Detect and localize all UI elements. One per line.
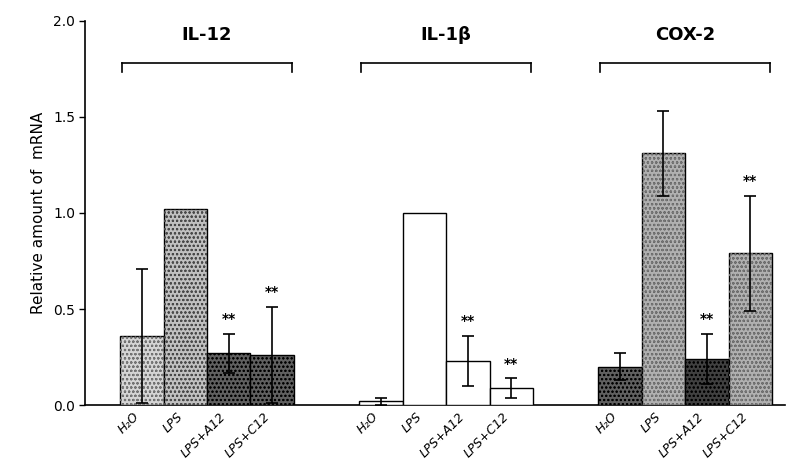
Bar [250, 355, 294, 405]
Bar [402, 213, 446, 405]
Text: **: ** [222, 313, 236, 326]
Bar [642, 153, 685, 405]
Text: IL-12: IL-12 [182, 26, 232, 44]
Bar [446, 361, 490, 405]
Text: **: ** [743, 174, 758, 188]
Bar [642, 153, 685, 405]
Bar [729, 253, 772, 405]
Bar [250, 355, 294, 405]
Text: **: ** [265, 285, 279, 299]
Text: **: ** [461, 314, 475, 328]
Text: **: ** [700, 313, 714, 326]
Bar [490, 388, 533, 405]
Bar [598, 367, 642, 405]
Bar [120, 336, 163, 405]
Text: IL-1β: IL-1β [421, 26, 471, 44]
Bar [120, 336, 163, 405]
Bar [729, 253, 772, 405]
Bar [359, 401, 402, 405]
Bar [207, 353, 250, 405]
Text: **: ** [504, 357, 518, 371]
Text: COX-2: COX-2 [655, 26, 715, 44]
Bar [163, 209, 207, 405]
Bar [207, 353, 250, 405]
Bar [685, 359, 729, 405]
Y-axis label: Relative amount of  mRNA: Relative amount of mRNA [31, 112, 46, 314]
Bar [163, 209, 207, 405]
Bar [598, 367, 642, 405]
Bar [685, 359, 729, 405]
